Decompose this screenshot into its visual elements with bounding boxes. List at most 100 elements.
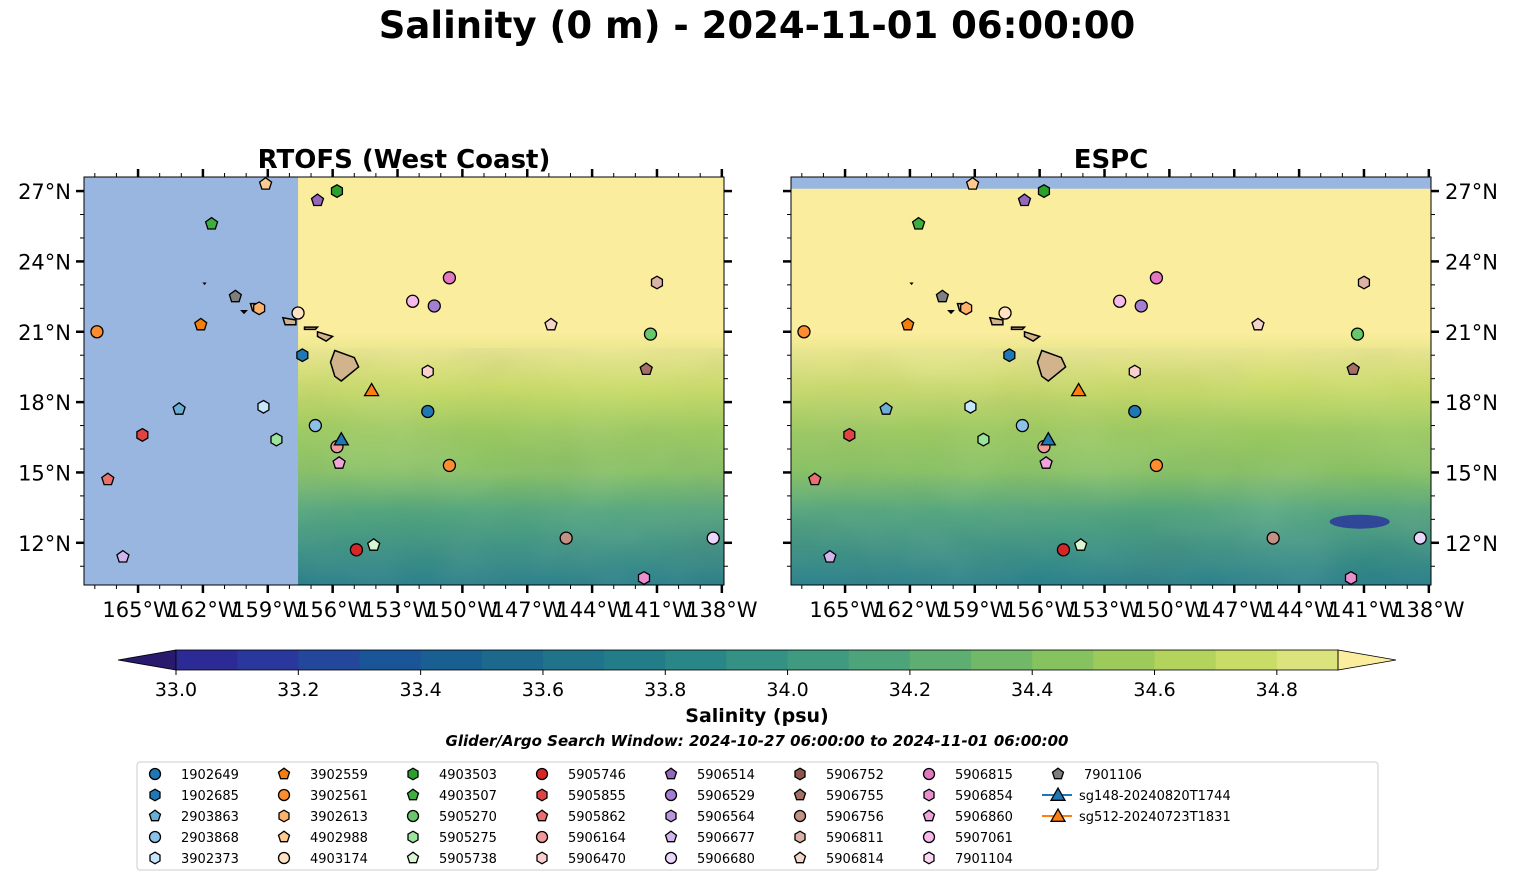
legend-entry: 5905862 [535,809,626,825]
point-1902649 [1128,404,1142,419]
legend-entry: 5906470 [536,851,626,867]
legend-label: 5906854 [955,789,1013,804]
map-frame [83,176,725,586]
lat-tick-label: 15°N [1445,461,1498,485]
lon-tick-label: 159°W [232,598,304,622]
map-panel-espc: ESPC165°W162°W159°W156°W153°W150°W147°W1… [783,145,1498,622]
legend-entry: 5905270 [406,809,497,825]
point-4902988 [258,177,273,190]
point-3902561 [442,458,457,473]
point-5906815 [442,271,457,285]
point-3902613 [253,301,266,316]
colorbar-label: Salinity (psu) [685,705,828,727]
lat-tick-label: 12°N [18,532,71,556]
map-frame [790,176,1432,586]
point-5906814 [544,317,558,331]
point-4903174 [998,306,1012,320]
legend-entry: 2903863 [148,809,239,825]
point-3902559 [901,317,915,331]
legend-entry: 2903868 [148,830,239,846]
colorbar-tick-label: 33.4 [399,679,441,701]
point-sg148-20240820T1744 [1049,786,1067,801]
legend-label: 7901106 [1084,768,1142,783]
point-2903863 [148,809,162,822]
legend-entry: 5906164 [535,830,626,846]
point-3902561 [1149,458,1164,473]
colorbar-bin [1276,650,1339,670]
legend-label: 5906680 [697,852,755,867]
legend-label: 5905855 [568,789,626,804]
point-5905270 [643,327,658,341]
point-5905862 [808,472,822,486]
colorbar-tick-label: 34.2 [889,679,931,701]
point-5906164 [535,830,549,844]
island [947,309,955,315]
legend-entry: 5906756 [793,809,884,825]
island [202,282,207,286]
colorbar-tick-label: 33.0 [155,679,197,701]
legend-entry: 5906860 [922,809,1013,825]
point-5906860 [332,456,346,469]
point-3902613 [278,809,290,823]
point-1902649 [421,404,435,419]
point-1902685 [296,348,309,363]
island [1023,330,1042,342]
panel-title: RTOFS (West Coast) [258,145,551,175]
legend-entry: 5906514 [664,767,755,783]
point-4903507 [406,788,420,801]
point-sg148-20240820T1744 [1040,431,1057,446]
colorbar-bin [787,650,850,670]
legend-entry: 5906752 [794,767,884,783]
legend-label: 5906529 [697,789,755,804]
point-1902649 [148,767,162,781]
point-5906755 [793,788,807,801]
point-5905270 [406,809,420,823]
point-5905855 [843,427,856,442]
lon-tick-label: 150°W [1134,598,1206,622]
point-3902561 [277,788,291,802]
point-5906514 [310,193,325,207]
lon-tick-label: 141°W [1328,598,1400,622]
point-3902561 [90,325,104,339]
point-5907061 [922,830,936,844]
lon-tick-label: 150°W [427,598,499,622]
legend-label: 3902561 [310,789,368,804]
colorbar-bin [604,650,666,670]
colorbar-extend-high [1337,649,1397,671]
legend-entry: 4903503 [407,767,497,783]
point-5906677 [664,830,678,843]
point-4903503 [407,767,419,781]
legend-label: 5907061 [955,831,1013,846]
point-5906680 [664,851,678,865]
legend-entry: 5905746 [535,767,626,783]
legend-label: 5906815 [955,768,1013,783]
point-1902685 [1003,348,1016,363]
lon-tick-label: 144°W [1263,598,1335,622]
point-5906811 [1357,275,1371,290]
point-4902988 [965,177,980,190]
legend-entry: 4903507 [406,788,497,804]
point-5906854 [637,570,651,585]
point-5906815 [922,767,936,781]
point-5906811 [650,275,664,290]
island [329,349,360,382]
point-5907061 [1112,294,1127,308]
point-5906470 [536,851,548,865]
point-3902373 [149,851,161,865]
eddy-texture [791,348,1431,585]
point-sg512-20240723T1831 [1070,382,1087,397]
colorbar-bin [909,650,972,670]
point-5906470 [1128,364,1141,379]
point-5906529 [427,299,441,313]
point-5905275 [270,432,283,447]
colorbar-bin [420,650,483,670]
legend-entry: 3902559 [277,767,368,783]
legend-label: sg512-20240723T1831 [1079,810,1231,825]
lon-tick-label: 147°W [1199,598,1271,622]
lon-tick-label: 156°W [1004,598,1076,622]
point-7901104 [923,851,935,865]
point-5905862 [535,809,549,822]
colorbar-tick-label: 33.6 [522,679,564,701]
legend-label: 2903868 [181,831,239,846]
colorbar-frame [175,649,1339,671]
